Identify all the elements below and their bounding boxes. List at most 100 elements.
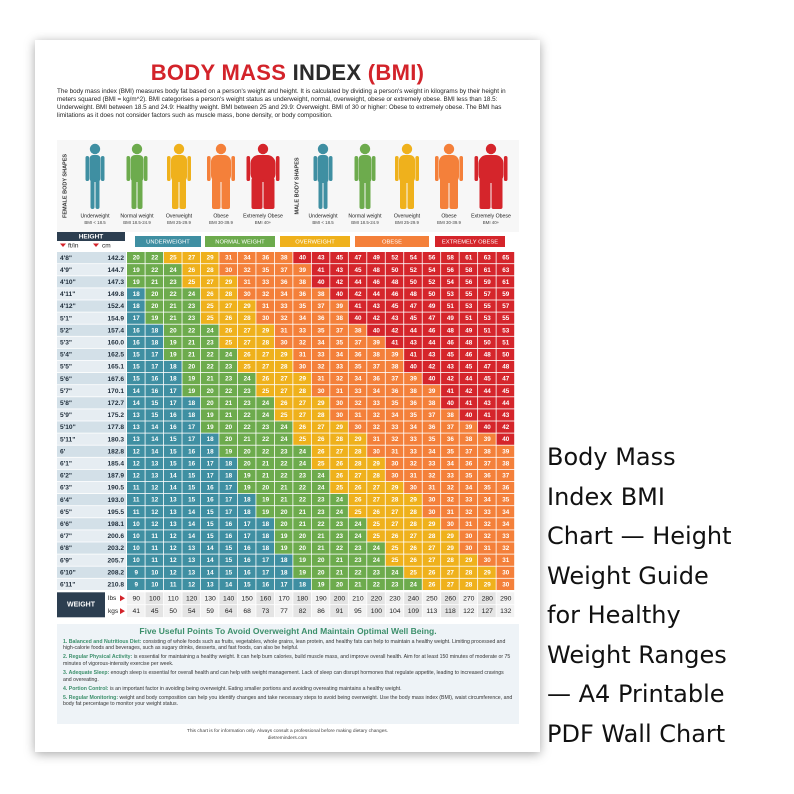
bmi-cell	[404, 276, 422, 288]
bmi-cell	[311, 530, 330, 542]
bmi-value: 43	[391, 315, 399, 322]
figure-leg	[359, 178, 365, 209]
bmi-cell	[404, 288, 422, 300]
bmi-value: 41	[484, 412, 492, 419]
figure-arm	[474, 156, 479, 181]
bmi-cell	[127, 542, 145, 554]
bmi-cell	[237, 481, 256, 494]
bmi-value: 15	[207, 533, 215, 540]
bmi-value: 47	[354, 255, 362, 262]
bmi-cell	[274, 312, 293, 324]
bmi-cell	[330, 494, 348, 506]
bmi-value: 53	[484, 315, 492, 322]
bmi-cell	[459, 506, 478, 518]
bmi-cell	[496, 469, 515, 482]
bmi-cell	[330, 530, 348, 542]
bmi-value: 18	[133, 303, 141, 310]
bmi-cell	[311, 433, 330, 445]
height-cm: 147.3	[107, 279, 124, 286]
bmi-value: 40	[447, 400, 455, 407]
bmi-value: 46	[447, 339, 455, 346]
bmi-value: 22	[151, 255, 159, 262]
bmi-cell	[478, 578, 496, 590]
bmi-value: 23	[244, 400, 252, 407]
bmi-cell	[145, 554, 164, 566]
bmi-value: 32	[391, 436, 399, 443]
bmi-cell	[367, 578, 385, 590]
bmi-cell	[237, 494, 256, 506]
bmi-value: 21	[151, 279, 159, 286]
bmi-value: 18	[262, 521, 270, 528]
bmi-cell	[256, 336, 275, 348]
bmi-value: 29	[447, 533, 455, 540]
bmi-cell	[237, 373, 256, 385]
bmi-cell	[256, 433, 275, 445]
bmi-cell	[478, 360, 496, 373]
bmi-cell	[200, 385, 219, 397]
bmi-value: 33	[299, 327, 307, 334]
height-cell-bg	[57, 264, 126, 276]
bmi-value: 20	[225, 436, 233, 443]
bmi-value: 27	[373, 497, 381, 504]
bmi-value: 22	[207, 352, 215, 359]
bmi-value: 37	[428, 412, 436, 419]
figure-torso	[358, 155, 372, 183]
bmi-cell	[127, 518, 145, 530]
bmi-cell	[422, 433, 441, 445]
figure-caption: Underweight	[308, 213, 338, 219]
bmi-value: 32	[410, 460, 418, 467]
bmi-value: 19	[244, 485, 252, 492]
bmi-value: 14	[133, 388, 141, 395]
height-cm: 177.8	[107, 424, 124, 431]
bmi-cell	[441, 566, 459, 578]
bmi-value: 30	[502, 581, 510, 588]
bmi-cell	[182, 324, 201, 336]
bmi-cell	[293, 312, 311, 324]
bmi-value: 17	[151, 352, 159, 359]
bmi-value: 12	[151, 485, 159, 492]
bmi-value: 31	[299, 352, 307, 359]
height-cell-bg	[57, 397, 126, 409]
weight-cell	[441, 605, 459, 618]
bmi-cell	[496, 385, 515, 397]
bmi-value: 28	[317, 412, 325, 419]
height-cell-bg	[57, 385, 126, 397]
bmi-cell	[385, 433, 404, 445]
bmi-cell	[330, 506, 348, 518]
bmi-cell	[404, 530, 422, 542]
bmi-value: 45	[447, 352, 455, 359]
bmi-value: 16	[133, 327, 141, 334]
bmi-value: 27	[336, 448, 344, 455]
bmi-value: 27	[354, 473, 362, 480]
bmi-value: 13	[170, 521, 178, 528]
bmi-cell	[459, 518, 478, 530]
bmi-cell	[274, 336, 293, 348]
figure	[207, 143, 235, 209]
bmi-value: 25	[262, 388, 270, 395]
bmi-value: 29	[465, 557, 473, 564]
bmi-value: 32	[336, 376, 344, 383]
bmi-cell	[219, 373, 238, 385]
bmi-value: 23	[317, 497, 325, 504]
bmi-value: 30	[299, 364, 307, 371]
bmi-value: 59	[484, 279, 492, 286]
bmi-value: 52	[428, 279, 436, 286]
figure	[167, 143, 191, 209]
weight-cell	[200, 592, 219, 605]
height-ft-in: 6'11"	[60, 582, 75, 589]
bmi-cell	[330, 445, 348, 457]
bmi-value: 51	[502, 339, 510, 346]
caption-line: Weight Guide	[547, 561, 709, 590]
bmi-value: 23	[354, 545, 362, 552]
bmi-cell	[348, 554, 367, 566]
figure-head	[485, 143, 497, 155]
weight-cell	[441, 592, 459, 605]
bmi-value: 34	[502, 521, 510, 528]
bmi-value: 15	[207, 521, 215, 528]
bmi-cell	[367, 312, 385, 324]
figure-range: BMI 25-29.9	[395, 220, 419, 225]
bmi-cell	[459, 469, 478, 482]
bmi-value: 15	[225, 545, 233, 552]
bmi-cell	[496, 360, 515, 373]
bmi-value: 32	[299, 339, 307, 346]
